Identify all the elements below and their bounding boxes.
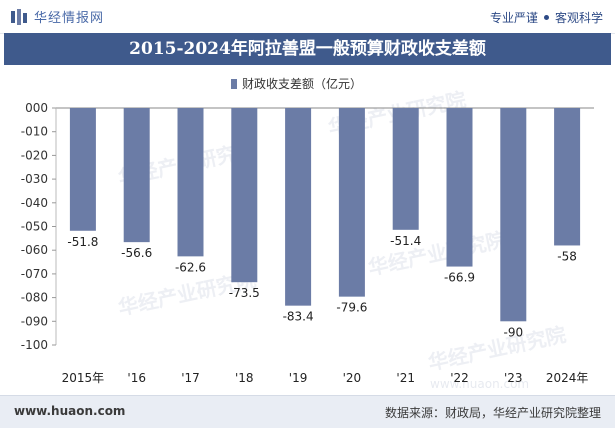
x-tick-label: '20 (343, 371, 362, 385)
tagline-right: 客观科学 (554, 11, 603, 25)
legend-swatch (231, 79, 237, 89)
y-tick-label: -080 (21, 291, 48, 305)
x-tick-label: '17 (181, 371, 200, 385)
y-tick-label: -040 (21, 196, 48, 210)
chart-title: 2015-2024年阿拉善盟一般预算财政收支差额 (4, 33, 611, 65)
logo-text: 华经情报网 (34, 11, 105, 26)
x-tick-label: '21 (396, 371, 415, 385)
bar-value-label: -66.9 (444, 271, 475, 285)
bar-chart: 华经产业研究院华经产业研究院华经产业研究院华经产业研究院华经产业研究院www.h… (21, 76, 594, 391)
bar[interactable] (500, 108, 527, 322)
bar[interactable] (69, 108, 96, 231)
x-tick-label: '16 (127, 371, 146, 385)
brand-logo[interactable]: 华经情报网 (10, 7, 104, 26)
watermark-url: www.huaon.com (430, 377, 529, 391)
bar-value-label: -58 (557, 249, 577, 263)
bar[interactable] (338, 108, 365, 297)
x-tick-label: '18 (235, 371, 254, 385)
y-tick-label: -060 (21, 243, 48, 257)
value-labels: -51.8 -56.6 -62.6 -73.5 -83.4 -79.6 -51.4 -66.9… (67, 234, 577, 339)
bar-value-label: -79.6 (336, 301, 367, 315)
y-tick-label: -020 (21, 148, 48, 162)
y-tick-label: -010 (21, 125, 48, 139)
y-tick-label: -050 (21, 220, 48, 234)
footer-source: 数据来源：财政局，华经产业研究院整理 (384, 406, 601, 420)
bar[interactable] (554, 108, 581, 246)
x-tick-label: 2024年 (546, 371, 589, 385)
chart-area: 华经产业研究院华经产业研究院华经产业研究院华经产业研究院华经产业研究院www.h… (0, 65, 615, 395)
bar-value-label: -56.6 (121, 246, 152, 260)
y-tick-label: -100 (21, 338, 48, 352)
y-tick-label: 000 (25, 101, 48, 115)
logo-icon (11, 8, 27, 25)
x-tick-label: '19 (289, 371, 308, 385)
y-tick-label: -030 (21, 172, 48, 186)
bars (69, 108, 581, 322)
bar-value-label: -51.4 (390, 234, 421, 248)
x-tick-label: '23 (504, 371, 523, 385)
footer: www.huaon.com 数据来源：财政局，华经产业研究院整理 (0, 395, 615, 428)
bar[interactable] (177, 108, 204, 257)
legend: 财政收支差额（亿元） (231, 76, 362, 91)
bar[interactable] (231, 108, 258, 283)
dot-separator-icon (543, 15, 549, 20)
bar-value-label: -83.4 (283, 310, 314, 324)
x-tick-label: 2015年 (62, 371, 105, 385)
bar[interactable] (123, 108, 150, 243)
bar[interactable] (446, 108, 473, 267)
bar-value-label: -90 (503, 325, 523, 339)
bar[interactable] (392, 108, 419, 230)
y-tick-label: -070 (21, 267, 48, 281)
x-tick-label: '22 (450, 371, 469, 385)
x-axis-labels: 2015年 '16 '17 '18 '19 '20 '21 '22 '23 2024年 (62, 371, 589, 385)
bar-value-label: -51.8 (67, 235, 98, 249)
y-axis-ticks: 000 -010 -020 -030 -040 -050 -060 -070 -080 -090 -… (21, 101, 56, 352)
top-bar: 华经情报网 专业严谨 客观科学 (0, 0, 615, 34)
watermark-text: 华经产业研究院 (366, 227, 508, 280)
bar-value-label: -73.5 (229, 286, 260, 300)
legend-label: 财政收支差额（亿元） (242, 76, 362, 91)
bar-value-label: -62.6 (175, 260, 206, 274)
watermark-text: 华经产业研究院 (426, 322, 568, 375)
footer-website-link[interactable]: www.huaon.com (14, 404, 126, 418)
tagline: 专业严谨 客观科学 (490, 9, 603, 26)
tagline-left: 专业严谨 (489, 11, 538, 25)
y-tick-label: -090 (21, 314, 48, 328)
bar[interactable] (285, 108, 312, 306)
